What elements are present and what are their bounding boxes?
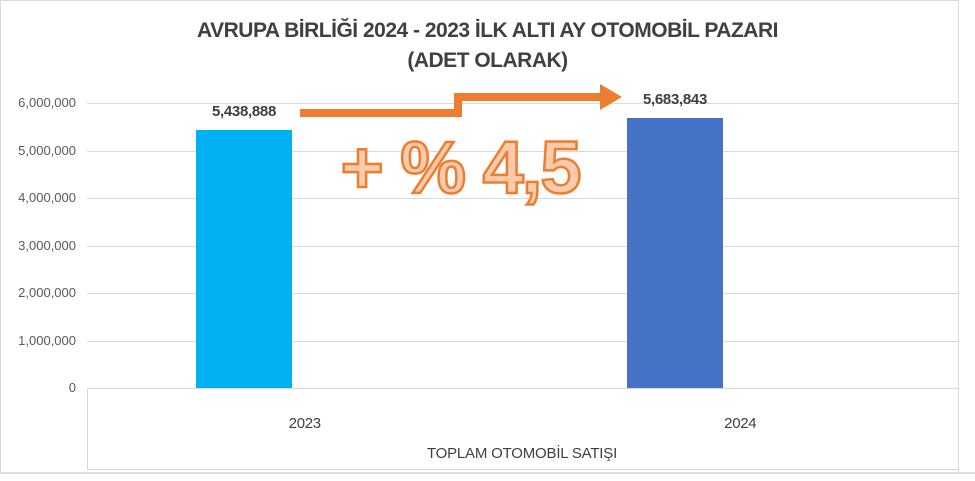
y-axis-tick-label: 2,000,000 xyxy=(18,285,76,300)
percent-change-label: + % 4,5 xyxy=(339,126,583,209)
gridline xyxy=(87,150,958,152)
y-axis-tick-label: 0 xyxy=(68,380,76,395)
y-axis-tick-label: 3,000,000 xyxy=(18,237,76,253)
gridline xyxy=(87,198,958,199)
y-axis-tick-label: 5,000,000 xyxy=(18,142,76,158)
bar-data-label: 5,438,888 xyxy=(211,102,277,120)
x-axis-category-label: 2024 xyxy=(724,415,757,432)
y-axis-tick-label: 1,000,000 xyxy=(18,332,76,348)
category-axis-box xyxy=(87,388,959,470)
y-axis-tick-label: 4,000,000 xyxy=(18,190,76,205)
gridline xyxy=(87,340,958,342)
bottom-divider-line xyxy=(0,472,975,474)
bar-2024 xyxy=(627,118,723,388)
x-axis-title: TOPLAM OTOMOBİL SATIŞI xyxy=(426,445,618,462)
gridline xyxy=(87,293,958,294)
bar-data-label: 5,683,843 xyxy=(642,91,708,109)
x-axis-category-label: 2023 xyxy=(288,415,321,432)
chart-title: AVRUPA BİRLİĞİ 2024 - 2023 İLK ALTI AY O… xyxy=(197,19,778,42)
chart-subtitle: (ADET OLARAK) xyxy=(407,49,568,72)
y-axis-tick-label: 6,000,000 xyxy=(18,95,76,110)
bar-2023 xyxy=(196,129,292,388)
gridline xyxy=(87,245,958,247)
